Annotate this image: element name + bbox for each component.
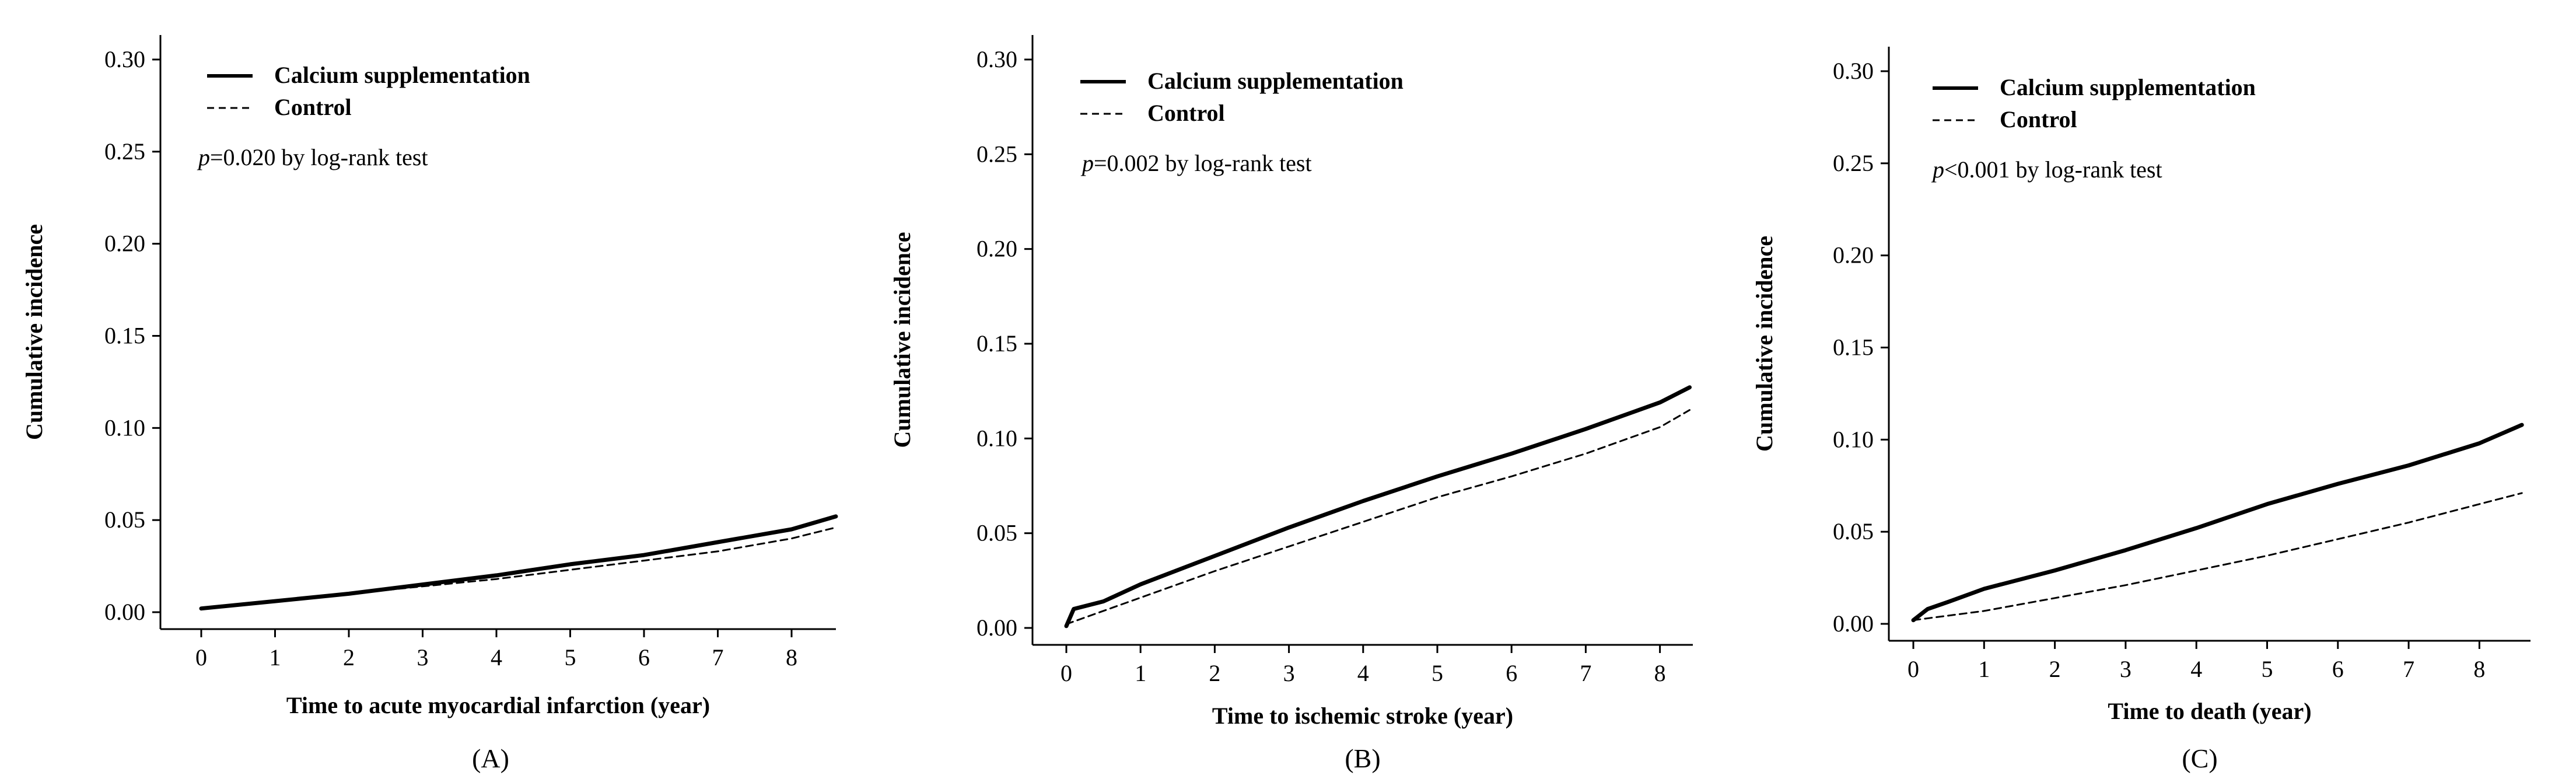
p-value-text: <0.001 by log-rank test xyxy=(1944,156,2162,183)
x-tick-label: 3 xyxy=(417,644,429,671)
y-tick-label: 0.05 xyxy=(104,507,145,533)
legend: Calcium supplementation Control xyxy=(1933,74,2256,132)
p-value-annotation: p=0.020 by log-rank test xyxy=(197,144,428,170)
y-tick-label: 0.10 xyxy=(1833,426,1874,452)
x-axis-title: Time to death (year) xyxy=(2108,698,2311,724)
series-line-calcium-supplementation xyxy=(1064,385,1692,629)
p-symbol: p xyxy=(1931,156,1944,183)
series-line-control xyxy=(1912,492,2523,622)
x-tick-label: 8 xyxy=(786,644,797,671)
p-value-annotation: p<0.001 by log-rank test xyxy=(1931,156,2162,183)
x-tick-label: 3 xyxy=(1283,660,1295,686)
y-tick-label: 0.05 xyxy=(1833,518,1874,544)
x-tick-label: 4 xyxy=(491,644,502,671)
x-tick-label: 7 xyxy=(712,644,724,671)
y-tick-label: 0.15 xyxy=(104,323,145,349)
y-tick-label: 0.10 xyxy=(977,425,1017,451)
y-axis-title: Cumulative incidence xyxy=(21,224,47,440)
x-tick-label: 7 xyxy=(1580,660,1591,686)
chart-panel-3: 0.00 0.05 0.10 0.15 0.20 0.25 0.30 0 1 2 3 4 5 6 7 8 Cum… xyxy=(1751,47,2530,773)
y-axis-title: Cumulative incidence xyxy=(889,232,915,448)
y-tick-label: 0.00 xyxy=(1833,610,1874,637)
x-tick-label: 1 xyxy=(1135,660,1146,686)
series-line-calcium-supplementation xyxy=(1911,423,2524,623)
y-tick-label: 0.30 xyxy=(104,46,145,72)
x-tick-label: 0 xyxy=(1060,660,1072,686)
y-tick-label: 0.05 xyxy=(977,520,1017,546)
x-tick-label: 7 xyxy=(2403,656,2414,682)
y-tick-label: 0.15 xyxy=(1833,334,1874,361)
y-tick-label: 0.25 xyxy=(104,138,145,165)
legend-label: Calcium supplementation xyxy=(1147,68,1404,94)
x-tick-label: 1 xyxy=(270,644,281,671)
x-tick-label: 3 xyxy=(2120,656,2132,682)
p-value-text: =0.020 by log-rank test xyxy=(210,144,428,170)
p-value-text: =0.002 by log-rank test xyxy=(1094,150,1312,176)
y-tick-label: 0.25 xyxy=(977,141,1017,167)
y-axis-title: Cumulative incidence xyxy=(1751,236,1777,452)
x-tick-label: 2 xyxy=(343,644,355,671)
legend: Calcium supplementation Control xyxy=(1080,68,1404,126)
y-tick-label: 0.15 xyxy=(977,330,1017,357)
x-tick-label: 5 xyxy=(565,644,576,671)
p-value-annotation: p=0.002 by log-rank test xyxy=(1080,150,1312,176)
series-line-calcium-supplementation xyxy=(199,514,838,611)
y-tick-label: 0.30 xyxy=(977,46,1017,72)
x-tick-label: 6 xyxy=(2332,656,2344,682)
y-tick-label: 0.10 xyxy=(104,414,145,441)
p-symbol: p xyxy=(197,144,210,170)
legend-label: Control xyxy=(2000,106,2077,132)
x-tick-label: 5 xyxy=(2262,656,2273,682)
x-tick-label: 4 xyxy=(2190,656,2202,682)
x-tick-label: 6 xyxy=(638,644,650,671)
panel-label: (B) xyxy=(1345,743,1380,773)
panel-label: (C) xyxy=(2182,743,2217,773)
y-tick-label: 0.25 xyxy=(1833,150,1874,176)
x-tick-label: 0 xyxy=(195,644,207,671)
legend: Calcium supplementation Control xyxy=(207,62,530,120)
legend-label: Calcium supplementation xyxy=(2000,74,2256,100)
y-tick-label: 0.20 xyxy=(104,231,145,257)
legend-label: Control xyxy=(1147,100,1225,126)
x-tick-label: 4 xyxy=(1357,660,1369,686)
x-tick-label: 8 xyxy=(2473,656,2485,682)
panel-label: (A) xyxy=(472,743,509,773)
x-tick-label: 8 xyxy=(1654,660,1666,686)
legend-label: Control xyxy=(274,94,352,120)
y-tick-label: 0.30 xyxy=(1833,58,1874,84)
y-tick-label: 0.20 xyxy=(977,236,1017,262)
chart-panel-2: 0.00 0.05 0.10 0.15 0.20 0.25 0.30 0 1 2 3 4 5 6 7 8 Cum… xyxy=(889,35,1693,773)
x-tick-label: 2 xyxy=(1209,660,1220,686)
x-tick-label: 2 xyxy=(2049,656,2061,682)
x-tick-label: 1 xyxy=(1978,656,1990,682)
series-line-control xyxy=(1065,409,1690,625)
chart-panel-1: 0.00 0.05 0.10 0.15 0.20 0.25 0.30 0 1 2 3 4 5 6 7 8 Cum… xyxy=(21,35,838,773)
y-tick-label: 0.00 xyxy=(104,599,145,625)
x-tick-label: 6 xyxy=(1506,660,1517,686)
x-axis-title: Time to ischemic stroke (year) xyxy=(1212,703,1513,729)
series-line-control xyxy=(200,526,837,610)
x-tick-label: 0 xyxy=(1908,656,1919,682)
p-symbol: p xyxy=(1080,150,1094,176)
x-tick-label: 5 xyxy=(1432,660,1443,686)
y-tick-label: 0.00 xyxy=(977,615,1017,641)
x-axis-title: Time to acute myocardial infarction (yea… xyxy=(286,692,710,718)
legend-label: Calcium supplementation xyxy=(274,62,530,88)
y-tick-label: 0.20 xyxy=(1833,242,1874,268)
